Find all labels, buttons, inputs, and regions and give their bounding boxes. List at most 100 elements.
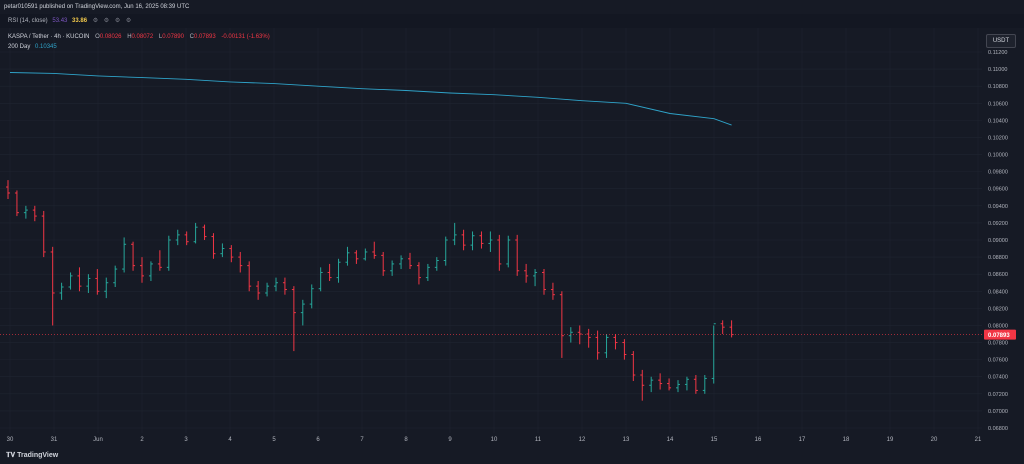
price-tick-label: 0.10400 bbox=[988, 118, 1008, 124]
currency-button[interactable]: USDT bbox=[986, 34, 1016, 48]
time-axis-background bbox=[0, 433, 1024, 448]
ohlc-bar bbox=[238, 251, 243, 273]
time-tick-label: 14 bbox=[667, 437, 674, 443]
time-tick-label: 31 bbox=[51, 437, 58, 443]
price-tick-label: 0.07200 bbox=[988, 392, 1008, 398]
ohlc-bar bbox=[390, 260, 395, 276]
last-price-tag bbox=[984, 329, 1016, 340]
ohlc-bar bbox=[166, 235, 171, 271]
ohlc-bar bbox=[140, 257, 144, 283]
ohlc-bar bbox=[711, 323, 716, 384]
ohlc-bar bbox=[309, 284, 314, 309]
ohlc-bar bbox=[479, 231, 484, 249]
time-tick-label: Jun bbox=[93, 437, 103, 443]
ohlc-bar bbox=[524, 263, 529, 283]
ma-label: 200 Day bbox=[8, 44, 31, 50]
price-tick-label: 0.09400 bbox=[988, 204, 1008, 210]
low-label: L bbox=[158, 34, 163, 40]
ohlc-bar bbox=[470, 231, 475, 251]
ohlc-bar bbox=[408, 252, 412, 270]
price-tick-label: 0.10800 bbox=[988, 84, 1008, 90]
ohlc-bar bbox=[550, 282, 555, 300]
ohlc-bar bbox=[658, 373, 663, 390]
open-value: 0.08026 bbox=[99, 34, 122, 40]
ohlc-bar bbox=[184, 231, 189, 246]
ohlc-bar bbox=[6, 180, 10, 199]
time-tick-label: 10 bbox=[491, 437, 498, 443]
open-label: O bbox=[95, 34, 100, 40]
price-tick-label: 0.09200 bbox=[988, 221, 1008, 227]
price-tick-label: 0.07600 bbox=[988, 358, 1008, 364]
price-tick-label: 0.11000 bbox=[988, 67, 1007, 73]
ohlc-bar bbox=[363, 248, 368, 261]
ohlc-bar bbox=[515, 234, 520, 276]
time-tick-label: 6 bbox=[316, 437, 320, 443]
ohlc-bar bbox=[202, 224, 207, 240]
symbol-title: KASPA / Tether · 4h · KUCOIN bbox=[8, 34, 90, 40]
ohlc-bar bbox=[452, 222, 457, 246]
price-tick-label: 0.08600 bbox=[988, 272, 1008, 278]
ohlc-bar bbox=[399, 255, 404, 270]
ohlc-bar bbox=[345, 246, 350, 266]
publish-header: petar010591 published on TradingView.com… bbox=[0, 0, 1024, 14]
high-label: H bbox=[127, 34, 132, 40]
ma-line bbox=[9, 72, 732, 126]
time-tick-label: 12 bbox=[579, 437, 586, 443]
ohlc-bar bbox=[613, 334, 618, 350]
ohlc-bar bbox=[318, 267, 323, 292]
ohlc-bar bbox=[488, 231, 493, 252]
ohlc-bar bbox=[86, 274, 91, 293]
tradingview-logo[interactable]: 𝐓𝐕 TradingView bbox=[6, 448, 58, 464]
price-tick-label: 0.06800 bbox=[988, 426, 1008, 432]
time-tick-label: 17 bbox=[799, 437, 806, 443]
ohlc-bar bbox=[416, 262, 421, 285]
price-tick-label: 0.08800 bbox=[988, 255, 1008, 261]
ohlc-bar bbox=[50, 246, 55, 326]
time-tick-label: 5 bbox=[272, 437, 276, 443]
time-tick-label: 8 bbox=[404, 437, 408, 443]
time-tick-label: 2 bbox=[140, 437, 144, 443]
ohlc-bar bbox=[354, 250, 359, 264]
plot-background bbox=[0, 28, 982, 433]
ohlc-bar bbox=[229, 245, 234, 263]
ohlc-bar bbox=[702, 375, 707, 394]
time-tick-label: 16 bbox=[755, 437, 762, 443]
time-tick-label: 15 bbox=[711, 437, 718, 443]
ohlc-bar bbox=[282, 277, 287, 295]
rsi-label: RSI (14, close) bbox=[8, 18, 48, 24]
high-value: 0.08072 bbox=[131, 34, 154, 40]
chart-legend: KASPA / Tether · 4h · KUCOIN O0.08026 H0… bbox=[8, 32, 270, 52]
ohlc-bar bbox=[443, 236, 448, 266]
ohlc-bar bbox=[23, 205, 28, 219]
close-value: 0.07893 bbox=[193, 34, 216, 40]
time-axis[interactable]: 30 31 Jun 2 3 4 5 6 7 8 9 10 11 12 13 14 15 16 17 18 19 20 21 bbox=[7, 437, 982, 443]
time-tick-label: 13 bbox=[623, 437, 630, 443]
ohlc-bar bbox=[506, 235, 511, 268]
ma-legend-row: 200 Day 0.10345 bbox=[8, 42, 270, 52]
price-axis[interactable]: 0.11200 0.11000 0.10800 0.10600 0.10400 0.102… bbox=[988, 50, 1008, 432]
ohlc-bar bbox=[667, 378, 672, 391]
time-tick-label: 20 bbox=[931, 437, 938, 443]
ohlc-bar bbox=[193, 222, 198, 244]
ohlc-bar bbox=[265, 282, 270, 297]
ohlc-bar bbox=[684, 376, 689, 391]
ohlc-bar bbox=[640, 369, 645, 401]
rsi-indicator-pane[interactable]: RSI (14, close) 53.43 33.86 ⚙ ⚙ ⚙ ⚙ bbox=[0, 14, 1024, 28]
price-tick-label: 0.10600 bbox=[988, 101, 1008, 107]
ma-200-day-line bbox=[9, 72, 732, 126]
ohlc-bar bbox=[95, 269, 100, 295]
publish-note: petar010591 published on TradingView.com… bbox=[4, 4, 190, 10]
rsi-settings-icons[interactable]: ⚙ ⚙ ⚙ ⚙ bbox=[92, 18, 134, 24]
ohlc-bar bbox=[559, 291, 564, 358]
ohlc-bar bbox=[220, 243, 225, 258]
ohlc-bar bbox=[372, 241, 377, 259]
ohlc-bar bbox=[291, 286, 296, 352]
ohlc-bar bbox=[300, 299, 305, 326]
ohlc-bar bbox=[131, 241, 136, 271]
last-price-marker: 0.07893 bbox=[0, 329, 1016, 340]
ohlc-bar bbox=[542, 269, 546, 295]
close-label: C bbox=[189, 34, 194, 40]
time-tick-label: 19 bbox=[887, 437, 894, 443]
last-price-label: 0.07893 bbox=[988, 333, 1010, 339]
